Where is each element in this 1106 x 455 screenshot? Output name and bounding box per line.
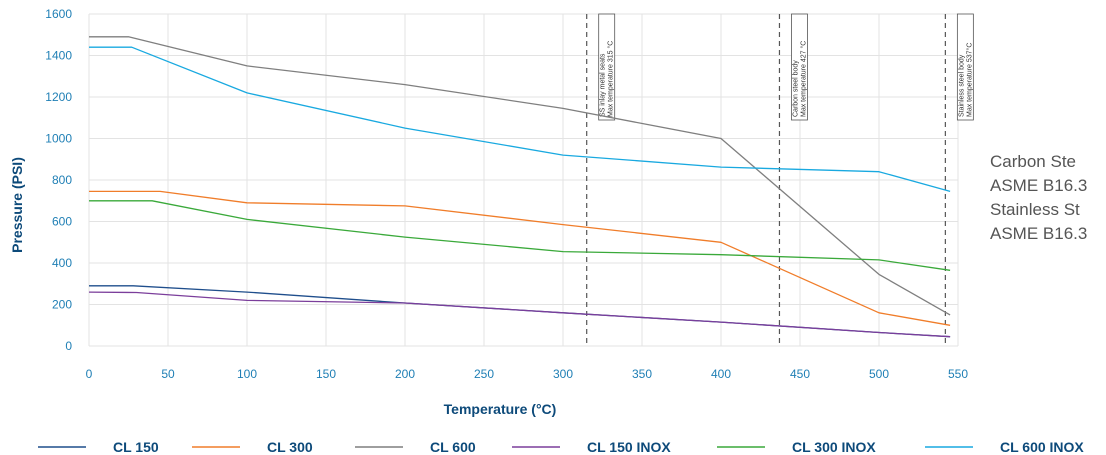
side-note: Carbon Ste ASME B16.3 Stainless St ASME … (990, 152, 1087, 243)
x-tick-label: 550 (948, 367, 968, 381)
x-tick-label: 350 (632, 367, 652, 381)
x-tick-label: 100 (237, 367, 257, 381)
side-note-line: ASME B16.3 (990, 176, 1087, 195)
y-tick-label: 1000 (45, 132, 72, 146)
series-line (89, 200, 951, 271)
grid (88, 13, 959, 347)
x-tick-label: 50 (161, 367, 175, 381)
y-tick-label: 800 (52, 173, 72, 187)
side-note-line: ASME B16.3 (990, 224, 1087, 243)
x-tick-label: 250 (474, 367, 494, 381)
x-tick-label: 0 (86, 367, 93, 381)
x-tick-label: 200 (395, 367, 415, 381)
legend-label: CL 600 INOX (1000, 439, 1084, 455)
y-tick-label: 400 (52, 256, 72, 270)
y-tick-label: 1200 (45, 90, 72, 104)
y-tick-label: 0 (65, 339, 72, 353)
legend-label: CL 600 (430, 439, 476, 455)
side-note-line: Carbon Ste (990, 152, 1076, 171)
annotation-label: Max temperature 315 °C (607, 41, 615, 117)
annotation-box (598, 13, 616, 121)
x-tick-label: 400 (711, 367, 731, 381)
x-tick-label: 450 (790, 367, 810, 381)
x-tick-label: 300 (553, 367, 573, 381)
annotation-box (956, 13, 974, 121)
tick-labels: 0 200 400 600 800 1000 1200 1400 1600 0 50 100 150 20… (45, 7, 968, 381)
annotations: SS inlay metal seats Max temperature 315 … (586, 13, 974, 346)
y-axis-title: Pressure (PSI) (9, 157, 25, 253)
x-tick-label: 150 (316, 367, 336, 381)
legend-label: CL 150 (113, 439, 159, 455)
series-lines (88, 36, 951, 338)
annotation-label: Max temperature 537°C (965, 43, 973, 117)
legend-label: CL 150 INOX (587, 439, 671, 455)
legend: CL 150 CL 300 CL 600 CL 150 INOX CL 300 INOX… (38, 439, 1084, 455)
x-axis-title: Temperature (°C) (444, 401, 557, 417)
y-tick-label: 200 (52, 298, 72, 312)
annotation-label: Stainless steel body (958, 54, 965, 117)
series-line (89, 190, 951, 326)
annotation-label: Carbon steel body (792, 60, 799, 117)
annotation-label: Max temperature 427 °C (799, 41, 807, 117)
y-tick-label: 1600 (45, 7, 72, 21)
annotation-label: SS inlay metal seats (600, 53, 607, 117)
annotation-box (791, 13, 808, 121)
side-note-line: Stainless St (990, 200, 1080, 219)
y-tick-label: 600 (52, 215, 72, 229)
series-line (89, 46, 951, 193)
series-line (88, 291, 951, 338)
legend-label: CL 300 (267, 439, 313, 455)
legend-label: CL 300 INOX (792, 439, 876, 455)
y-tick-label: 1400 (45, 49, 72, 63)
x-tick-label: 500 (869, 367, 889, 381)
series-line (89, 36, 951, 316)
